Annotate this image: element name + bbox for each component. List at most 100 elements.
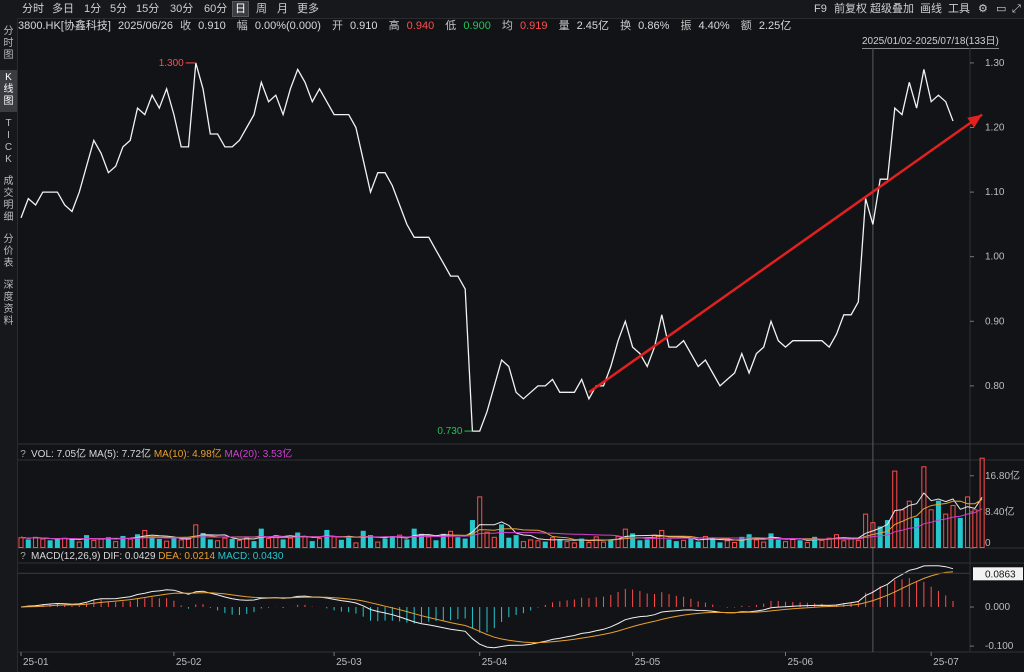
close-label: 收	[180, 20, 192, 32]
volume-bar	[593, 536, 599, 549]
change-label: 幅	[236, 20, 248, 32]
period-tab-7[interactable]: 日	[232, 1, 249, 17]
volume-bar	[164, 540, 170, 549]
volume-bar	[630, 533, 636, 548]
sidebar-tab-5[interactable]: 深度资料	[3, 280, 14, 327]
volume-bar	[477, 496, 483, 548]
x-axis-label-3: 25-04	[482, 657, 508, 668]
volume-bar	[76, 541, 82, 548]
amplitude-value: 4.40%	[698, 20, 730, 32]
period-tab-4[interactable]: 15分	[136, 3, 160, 15]
volume-bar	[528, 539, 534, 549]
volume-bar	[229, 538, 235, 548]
volume-bar	[804, 541, 810, 548]
volume-bar	[550, 537, 556, 548]
toolbar-button-1[interactable]: 前复权	[834, 3, 867, 15]
volume-bar	[324, 529, 330, 548]
volume-bar	[542, 541, 548, 548]
period-toolbar: 分时 多日 1分 5分 15分 30分 60分日周月更多 F9 前复权 超级叠加 画线 工具 ⚙ ▭ ⤢	[0, 0, 1024, 19]
volume-bar	[666, 539, 672, 548]
low-label: 低	[445, 20, 457, 32]
sidebar-tab-0[interactable]: 分时图	[3, 26, 14, 61]
period-tab-3[interactable]: 5分	[110, 3, 128, 15]
volume-bar	[506, 537, 512, 548]
vol-axis-label-1: 8.40亿	[985, 505, 1014, 518]
volume-bar	[33, 536, 39, 549]
volume-bar	[367, 535, 374, 548]
volume-bar	[564, 541, 570, 548]
period-tab-0[interactable]: 分时	[22, 3, 44, 15]
avg-value: 0.919	[519, 20, 548, 32]
expand-icon[interactable]: ⤢	[1012, 3, 1021, 15]
sidebar-tab-3[interactable]: 成交明细	[3, 176, 14, 223]
period-tab-5[interactable]: 30分	[170, 3, 194, 15]
vol-help-icon[interactable]: ?	[20, 449, 26, 460]
volume-bar	[775, 539, 781, 548]
volume-bar	[426, 536, 432, 549]
volume-bar	[797, 540, 803, 548]
volume-bar	[957, 517, 963, 548]
sidebar-tab-4[interactable]: 分价表	[3, 234, 14, 269]
macd-value: MACD: 0.0430	[217, 551, 284, 562]
period-tab-6[interactable]: 60分	[204, 3, 228, 15]
volume-bar	[702, 535, 708, 549]
volume-bar	[819, 539, 825, 549]
volume-bar	[600, 541, 607, 548]
macd-help-icon[interactable]: ?	[20, 551, 26, 562]
volume-bar	[440, 533, 446, 548]
volume-bar	[244, 537, 250, 548]
stock-name[interactable]: 3800.HK[协鑫科技]	[18, 20, 111, 32]
volume-bar	[353, 542, 359, 548]
volume-bar	[302, 536, 308, 549]
volume-bar	[717, 542, 723, 548]
macd-dea-line	[20, 571, 954, 644]
volume-bar	[761, 541, 767, 548]
vol-ma10: MA(10): 4.98亿	[153, 449, 222, 460]
volume-bar	[899, 509, 905, 548]
x-axis-label-6: 25-07	[933, 657, 959, 668]
period-tab-1[interactable]: 多日	[52, 3, 74, 15]
volume-bar	[520, 541, 526, 548]
period-tab-8[interactable]: 周	[256, 3, 267, 15]
volume-bar	[724, 540, 730, 549]
window-icon[interactable]: ▭	[996, 3, 1007, 15]
macd-current-tag	[973, 567, 1023, 581]
open-label: 开	[331, 20, 343, 32]
toolbar-button-3[interactable]: 画线	[920, 3, 942, 15]
period-tab-10[interactable]: 更多	[297, 3, 319, 15]
amount-label: 额	[740, 20, 752, 32]
volume-bar	[236, 539, 242, 549]
toolbar-button-4[interactable]: 工具	[948, 3, 970, 15]
period-tab-9[interactable]: 月	[277, 3, 288, 15]
volume-bar	[120, 535, 126, 548]
date-range-label[interactable]: 2025/01/02-2025/07/18(133日)	[862, 36, 999, 49]
period-tab-2[interactable]: 1分	[84, 3, 102, 15]
volume-bar	[266, 538, 272, 548]
turnover-label: 换	[620, 20, 632, 32]
volume-bar	[200, 532, 206, 548]
volume-bar	[608, 539, 614, 548]
volume-bar	[62, 537, 68, 548]
volume-bar	[397, 534, 403, 548]
volume-bar	[979, 457, 985, 549]
toolbar-button-2[interactable]: 超级叠加	[870, 3, 914, 15]
volume-bar	[40, 538, 46, 548]
volume-bar	[127, 538, 133, 548]
macd-title: MACD(12,26,9)	[31, 551, 101, 562]
volume-bar	[935, 500, 941, 548]
volume-bar	[950, 505, 956, 548]
toolbar-button-0[interactable]: F9	[814, 3, 827, 15]
change-value: 0.00%(0.000)	[254, 20, 321, 32]
volume-bar	[863, 513, 869, 548]
volume-bar	[98, 538, 104, 548]
volume-bar	[156, 538, 162, 548]
volume-bar	[295, 532, 301, 548]
min-price-label: 0.730	[437, 426, 462, 437]
volume-bar	[222, 537, 228, 548]
volume-bar	[462, 538, 468, 548]
turnover-value: 0.86%	[638, 20, 670, 32]
gear-icon[interactable]: ⚙	[978, 3, 988, 15]
